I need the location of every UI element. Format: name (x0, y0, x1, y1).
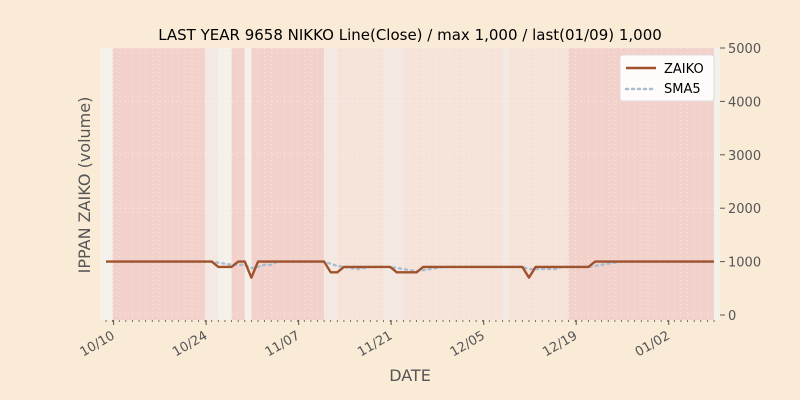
legend: ZAIKO SMA5 (619, 54, 715, 102)
x-tick-label-4: 12/05 (448, 328, 488, 360)
shaded-range-8 (502, 48, 510, 320)
x-axis: 10/10 10/24 11/07 11/21 12/05 12/19 01/02 (78, 320, 715, 360)
series-line-sma5 (131, 260, 716, 273)
shaded-range-6 (383, 48, 404, 320)
x-axis-label: DATE (389, 366, 431, 385)
y-tick-label-1: 1000 (728, 256, 761, 271)
shaded-range-9 (509, 48, 569, 320)
y-tick-label-3: 3000 (728, 149, 761, 164)
shaded-range-3 (251, 48, 325, 320)
legend-label-sma5: SMA5 (664, 82, 701, 97)
series-layer (106, 260, 716, 279)
grid-lines (100, 47, 720, 320)
chart-title: LAST YEAR 9658 NIKKO Line(Close) / max 1… (158, 26, 662, 44)
y-tick-label-4: 4000 (728, 95, 761, 110)
shaded-range-5 (337, 48, 384, 320)
x-tick-label-1: 10/24 (170, 328, 210, 360)
legend-label-zaiko: ZAIKO (664, 62, 704, 77)
x-tick-label-3: 11/21 (355, 328, 395, 360)
x-tick-label-5: 12/19 (540, 328, 580, 360)
y-tick-label-2: 2000 (728, 202, 761, 217)
y-tick-label-0: 0 (728, 309, 736, 324)
shaded-range-7 (403, 48, 503, 320)
y-axis: 0 1000 2000 3000 4000 5000 (720, 42, 761, 324)
x-tick-label-2: 11/07 (263, 328, 303, 360)
x-tick-label-6: 01/02 (633, 328, 673, 360)
x-tick-label-0: 10/10 (78, 328, 118, 360)
y-tick-label-5: 5000 (728, 42, 761, 57)
y-axis-label: IPPAN ZAIKO (volume) (75, 97, 94, 274)
series-line-zaiko (106, 260, 714, 279)
